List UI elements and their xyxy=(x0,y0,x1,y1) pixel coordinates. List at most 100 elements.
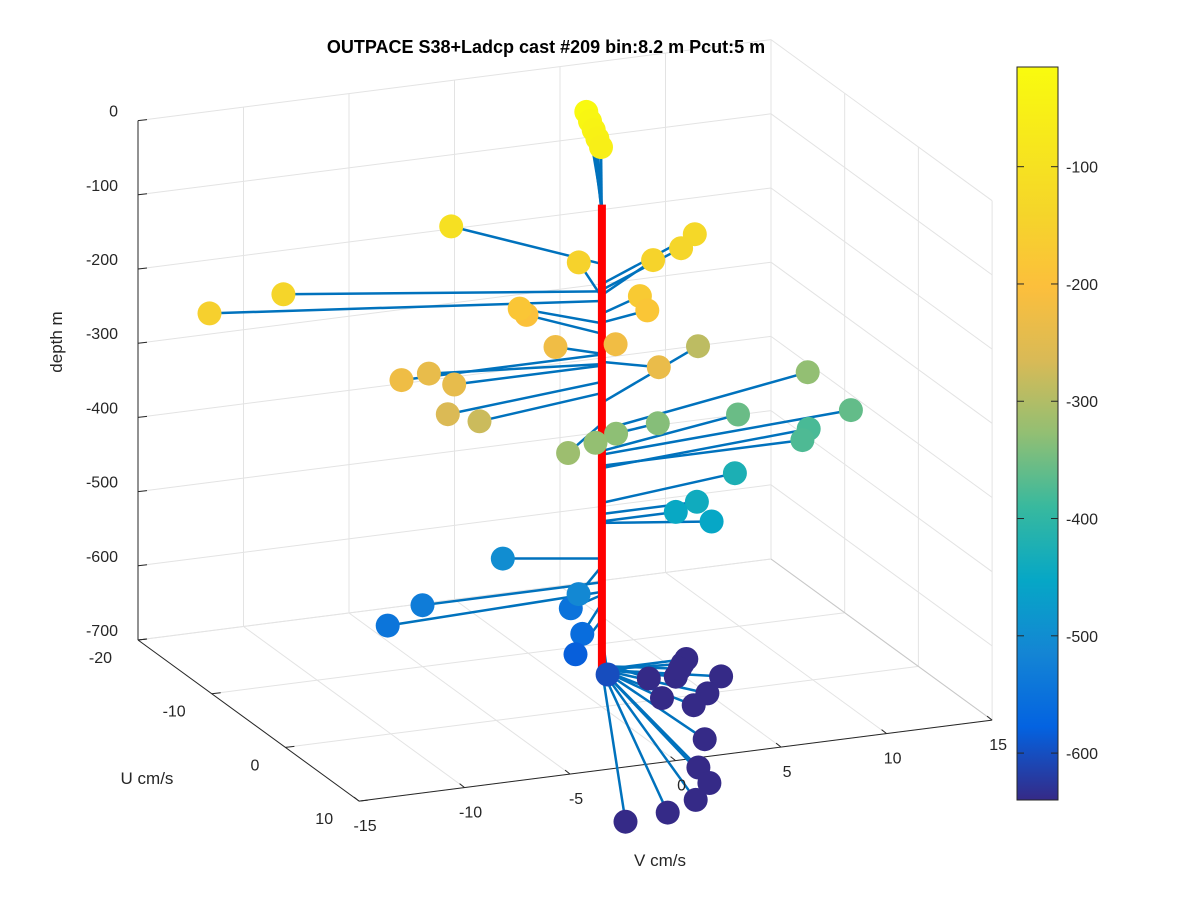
grid-line xyxy=(137,558,772,641)
velocity-stick xyxy=(601,510,676,523)
data-point xyxy=(692,727,717,752)
data-point xyxy=(655,800,680,825)
velocity-stick xyxy=(601,471,736,505)
z-tick-label: 0 xyxy=(109,104,118,121)
data-point xyxy=(641,248,666,273)
velocity-stick xyxy=(479,391,603,423)
data-point xyxy=(389,368,414,393)
grid-line xyxy=(770,335,993,498)
z-tick-label: -600 xyxy=(86,549,118,566)
data-point xyxy=(589,135,613,160)
grid-line xyxy=(285,665,919,748)
data-point xyxy=(669,236,694,261)
data-point xyxy=(663,499,688,524)
y-axis-label: U cm/s xyxy=(121,769,174,788)
colorbar-tick-label: -200 xyxy=(1066,277,1098,294)
data-point xyxy=(271,282,296,307)
data-point xyxy=(563,642,588,667)
velocity-stick xyxy=(447,380,603,416)
data-point xyxy=(604,421,629,446)
x-tick xyxy=(775,742,782,748)
z-tick xyxy=(137,490,148,493)
z-tick xyxy=(137,415,148,418)
x-tick xyxy=(353,796,360,802)
velocity-stick xyxy=(454,364,603,386)
x-tick xyxy=(670,756,676,761)
y-tick-label: -20 xyxy=(89,650,112,667)
colorbar: -600 -500 -400 -300 -200 -100 xyxy=(1016,66,1098,801)
grid-line xyxy=(770,113,993,276)
data-point xyxy=(709,664,734,689)
velocity-stick xyxy=(601,438,803,467)
z-tick xyxy=(137,638,148,641)
z-tick-label: -100 xyxy=(86,178,118,195)
grid-line xyxy=(137,39,772,122)
x-tick-label: 10 xyxy=(884,751,902,768)
data-point xyxy=(790,428,815,453)
data-point xyxy=(197,301,222,326)
data-point xyxy=(635,298,660,323)
grid-lines xyxy=(137,39,993,802)
data-point xyxy=(650,686,674,711)
velocity-stick xyxy=(601,520,712,525)
data-point xyxy=(439,214,464,239)
chart-title: OUTPACE S38+Ladcp cast #209 bin:8.2 m Pc… xyxy=(327,37,765,57)
velocity-stick xyxy=(600,669,669,814)
data-point xyxy=(667,656,692,681)
data-point xyxy=(490,546,515,571)
x-tick-label: 5 xyxy=(783,764,792,781)
data-point xyxy=(442,372,467,397)
x-axis-label: V cm/s xyxy=(634,851,686,870)
data-point xyxy=(722,461,747,486)
velocity-stick xyxy=(428,362,602,375)
velocity-stick xyxy=(209,299,602,315)
colorbar-tick-label: -300 xyxy=(1066,394,1098,411)
y-tick-label: 0 xyxy=(250,757,259,774)
colorbar-gradient xyxy=(1016,66,1059,801)
colorbar-tick-label: -500 xyxy=(1066,629,1098,646)
data-point xyxy=(416,361,441,386)
x-tick-label: -5 xyxy=(569,791,583,808)
velocity-stick xyxy=(600,669,627,822)
grid-line xyxy=(770,39,993,202)
data-point xyxy=(566,582,591,607)
z-tick-label: -700 xyxy=(86,623,118,640)
colorbar-tick-label: -600 xyxy=(1066,746,1098,763)
y-tick-label: -10 xyxy=(163,704,186,721)
data-point xyxy=(795,360,820,385)
data-point xyxy=(570,621,595,646)
y-tick xyxy=(211,692,221,695)
data-point xyxy=(697,771,722,795)
z-tick xyxy=(137,341,148,344)
y-tick xyxy=(359,799,369,802)
data-point xyxy=(507,296,532,321)
x-tick-label: 15 xyxy=(989,737,1007,754)
colorbar-tick-label: -100 xyxy=(1066,160,1098,177)
data-point xyxy=(467,409,492,434)
data-point xyxy=(595,662,620,687)
data-point xyxy=(410,593,435,618)
grid-line xyxy=(770,484,993,647)
data-point xyxy=(681,693,706,718)
grid-line xyxy=(770,261,993,424)
data-point xyxy=(636,666,661,691)
z-tick xyxy=(137,564,148,567)
x-tick xyxy=(986,715,993,721)
velocity-stick xyxy=(526,313,603,335)
colorbar-tick-label: -400 xyxy=(1066,512,1098,529)
tick-labels: -15-10-5051015-20-10010-700-600-500-400-… xyxy=(86,104,1007,835)
x-tick xyxy=(564,769,571,775)
grid-line xyxy=(454,599,676,762)
data-point xyxy=(566,250,591,275)
data-point xyxy=(645,411,670,436)
z-axis-label: depth m xyxy=(47,311,66,372)
data-point xyxy=(838,398,863,423)
velocity-stick xyxy=(283,290,602,296)
grid-line xyxy=(211,612,845,695)
data-point xyxy=(556,441,581,465)
x-tick xyxy=(459,783,465,788)
z-tick-label: -500 xyxy=(86,475,118,492)
z-tick-label: -200 xyxy=(86,252,118,269)
data-point xyxy=(603,332,628,357)
data-point xyxy=(583,430,608,455)
